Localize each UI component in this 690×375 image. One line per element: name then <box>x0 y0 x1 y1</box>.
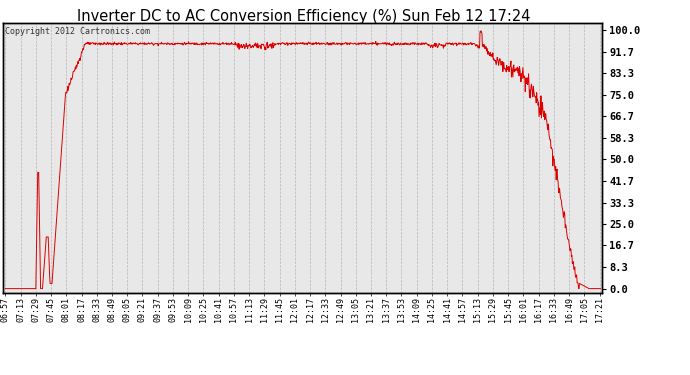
Text: Inverter DC to AC Conversion Efficiency (%) Sun Feb 12 17:24: Inverter DC to AC Conversion Efficiency … <box>77 9 531 24</box>
Text: Copyright 2012 Cartronics.com: Copyright 2012 Cartronics.com <box>5 27 150 36</box>
